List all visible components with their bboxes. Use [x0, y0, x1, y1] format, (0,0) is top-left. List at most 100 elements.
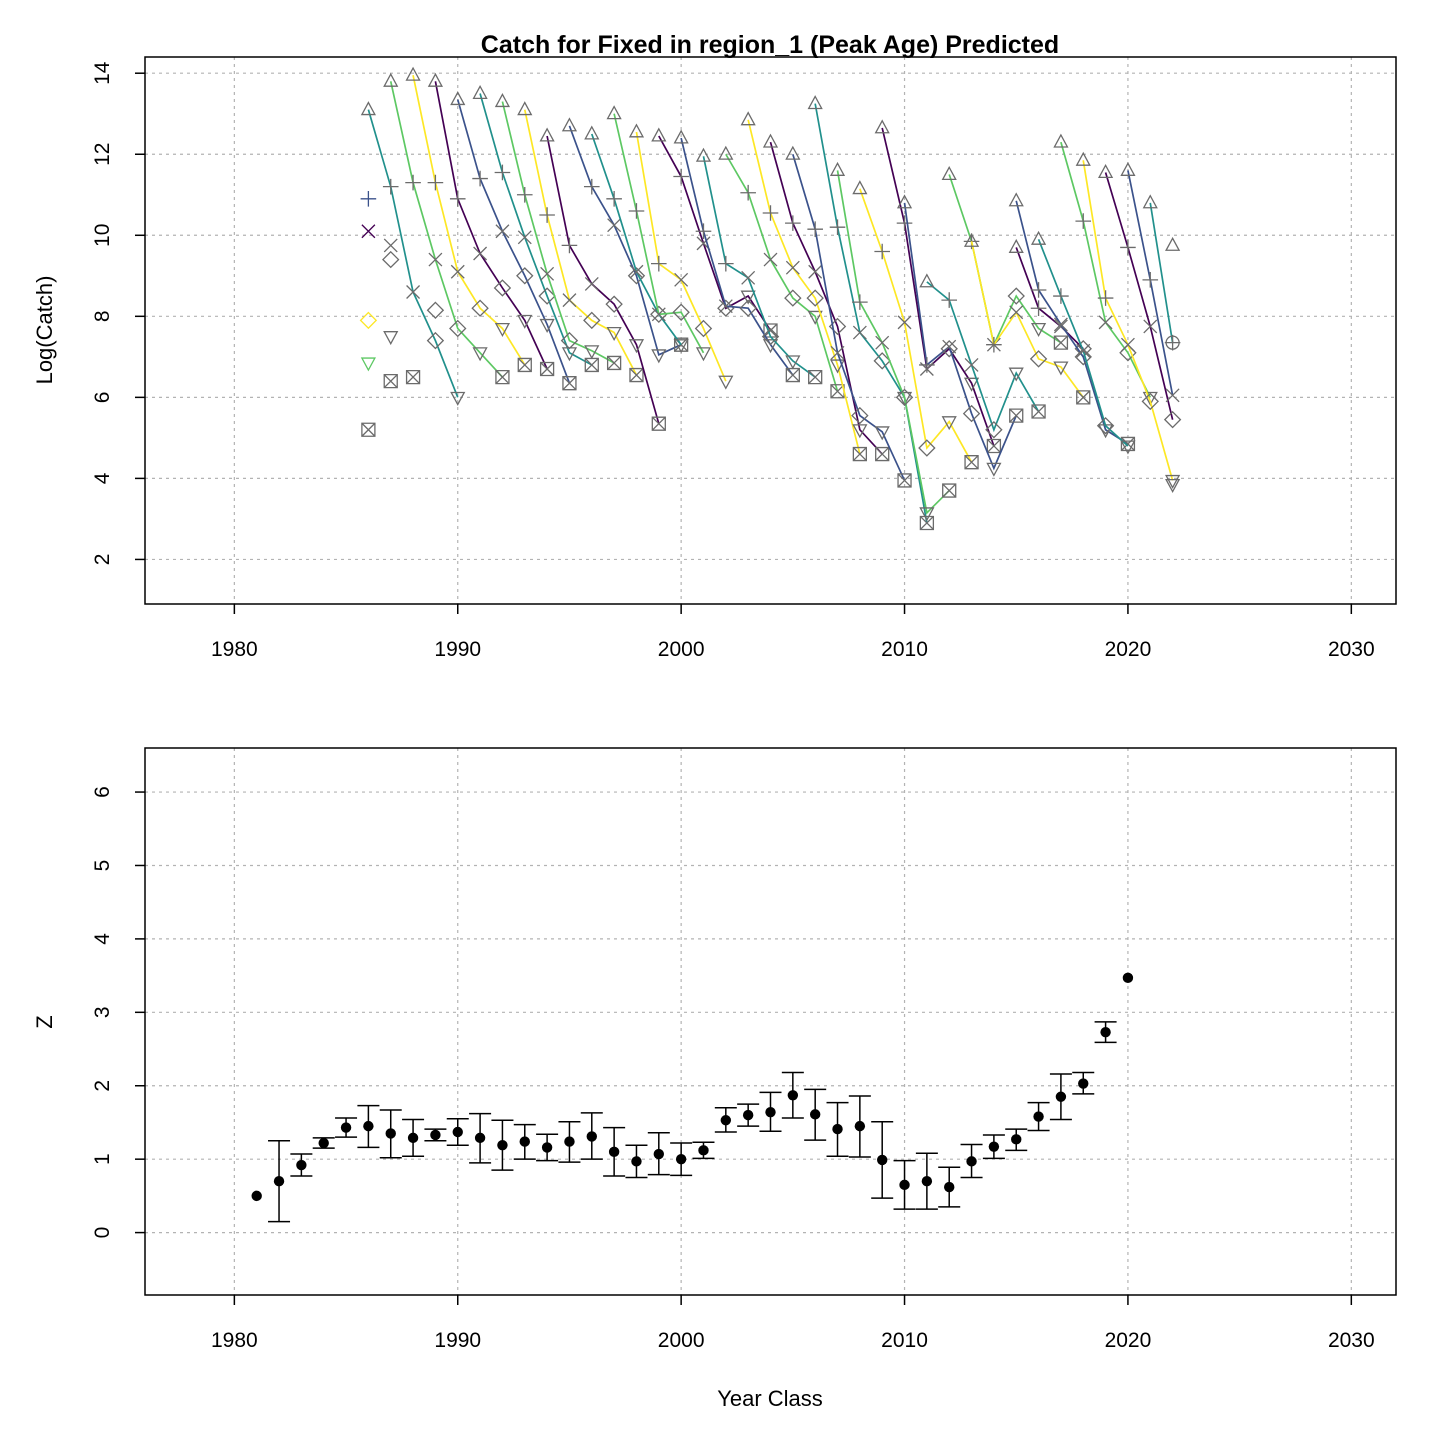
plot-frame-top [144, 56, 1397, 605]
cohort-line [903, 202, 1018, 471]
point-marker-triangle [494, 93, 511, 108]
point-marker-square-x [1053, 335, 1069, 350]
cohort-line [613, 113, 705, 354]
cohort-line [747, 119, 861, 455]
z-point [1078, 1078, 1089, 1089]
point-marker-triangle-down [539, 318, 555, 333]
z-point [1011, 1134, 1022, 1145]
point-marker-diamond [516, 267, 534, 285]
bot-y-tick-label: 4 [91, 933, 114, 945]
point-marker-triangle [829, 161, 846, 176]
point-marker-triangle [852, 180, 868, 195]
point-marker-x [361, 224, 376, 239]
point-marker-plus [583, 178, 600, 195]
point-marker-triangle [1142, 194, 1158, 209]
point-marker-diamond [873, 352, 891, 370]
point-marker-diamond [895, 388, 914, 407]
point-marker-plus [382, 178, 399, 195]
point-marker-triangle [874, 119, 890, 134]
point-marker-diamond [1141, 392, 1159, 411]
point-marker-square-x [584, 357, 599, 373]
point-marker-triangle [963, 232, 980, 247]
point-marker-triangle-down [896, 391, 913, 406]
z-point [474, 1132, 486, 1144]
point-marker-x [383, 238, 398, 253]
cohort-line [769, 141, 883, 455]
cohort-line [523, 109, 638, 376]
point-marker-diamond [382, 250, 400, 269]
point-marker-triangle-down [1142, 391, 1158, 406]
point-marker-triangle-down [740, 290, 756, 305]
point-marker-diamond [962, 404, 981, 423]
point-marker-triangle-down [919, 507, 935, 522]
point-marker-triangle-down [383, 331, 399, 346]
point-marker-x [607, 218, 622, 233]
point-marker-plus [762, 205, 779, 221]
cohort-line [926, 281, 1040, 433]
bot-y-tick-label: 6 [91, 786, 114, 798]
point-marker-triangle [695, 147, 712, 162]
z-point [720, 1115, 732, 1126]
cohort-line [1015, 200, 1129, 445]
point-marker-triangle-down [762, 339, 779, 354]
z-point [608, 1146, 620, 1158]
point-marker-diamond [359, 311, 378, 330]
point-marker-triangle-down [517, 314, 533, 329]
point-marker-diamond [627, 267, 646, 285]
point-marker-diamond [985, 421, 1003, 439]
point-marker-triangle-down [584, 345, 600, 360]
point-marker-square-x [986, 438, 1002, 454]
z-point [988, 1141, 1000, 1152]
point-marker-diamond [940, 340, 958, 358]
point-marker-triangle-down [874, 426, 890, 441]
point-marker-square-x [495, 369, 510, 385]
point-marker-plus [494, 164, 511, 181]
z-point [363, 1120, 374, 1132]
point-marker-triangle-down [1030, 322, 1047, 337]
point-marker-x [450, 264, 465, 279]
point-marker-triangle-down [963, 377, 980, 392]
point-marker-triangle-down [561, 347, 578, 362]
point-marker-triangle [517, 101, 533, 116]
z-point [497, 1140, 508, 1151]
cohort-line [1060, 141, 1152, 398]
point-marker-diamond [851, 406, 869, 425]
point-marker-triangle-down [807, 310, 823, 325]
point-marker-x [651, 307, 666, 322]
z-point [519, 1136, 530, 1147]
top-x-tick-label: 1990 [434, 638, 481, 661]
point-marker-triangle-down [1165, 474, 1181, 489]
point-marker-plus [941, 292, 958, 308]
cohort-line [456, 99, 571, 384]
point-marker-plus [785, 215, 801, 231]
point-marker-x [406, 285, 421, 299]
top-y-tick-label: 12 [91, 143, 114, 166]
point-marker-triangle-down [785, 355, 801, 370]
point-marker-x [674, 272, 689, 287]
z-point [876, 1154, 888, 1166]
z-point [675, 1153, 687, 1165]
point-marker-x [1098, 315, 1113, 330]
top-y-tick-label: 4 [91, 472, 114, 484]
point-marker-triangle-down [852, 424, 868, 439]
point-marker-x [517, 230, 532, 245]
top-y-tick-label: 14 [91, 61, 114, 85]
cohort-line [948, 174, 1062, 348]
cohort-line [725, 153, 839, 392]
point-marker-plus [449, 191, 466, 207]
point-marker-triangle [450, 91, 466, 106]
z-point [899, 1179, 910, 1191]
point-marker-x [830, 345, 845, 360]
point-marker-plus [651, 255, 667, 272]
cohort-line [658, 135, 772, 331]
point-marker-triangle-down [1120, 440, 1136, 455]
point-marker-square-x [830, 384, 845, 399]
point-marker-x [629, 264, 644, 279]
point-marker-x [942, 339, 957, 354]
point-marker-x [964, 357, 979, 372]
point-marker-triangle [1008, 192, 1024, 207]
point-marker-triangle [584, 125, 600, 140]
bot-y-tick-label: 3 [91, 1006, 114, 1018]
z-point [318, 1137, 329, 1149]
